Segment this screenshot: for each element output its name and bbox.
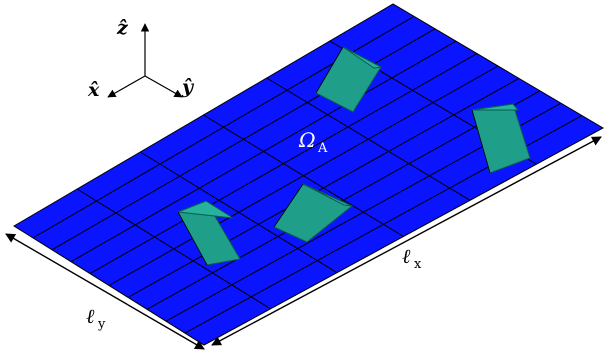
region-subscript: A [317,141,328,156]
lx-symbol: ℓ [402,244,411,268]
ly-symbol: ℓ [86,304,95,328]
lx-subscript: x [414,257,422,272]
x-axis-arrow [107,75,146,98]
fin-ridge [342,46,383,69]
ly-subscript: y [97,317,106,332]
fin-1 [315,46,383,113]
dimension-lx: ℓ x [211,136,602,346]
z-axis-label: ẑ [116,17,129,39]
dimension-ly: ℓ y [5,233,205,350]
ly-dimension-arrow [5,233,205,350]
fin-ridge [471,103,520,111]
y-axis-arrow [144,75,183,98]
region-symbol: Ω [298,128,316,152]
fin-edge [315,46,344,94]
y-axis-label: ŷ [181,76,195,98]
x-axis-label: x̂ [87,79,100,101]
lx-dimension-arrow [211,136,602,346]
coordinate-axes: ẑ x̂ ŷ [87,17,195,101]
